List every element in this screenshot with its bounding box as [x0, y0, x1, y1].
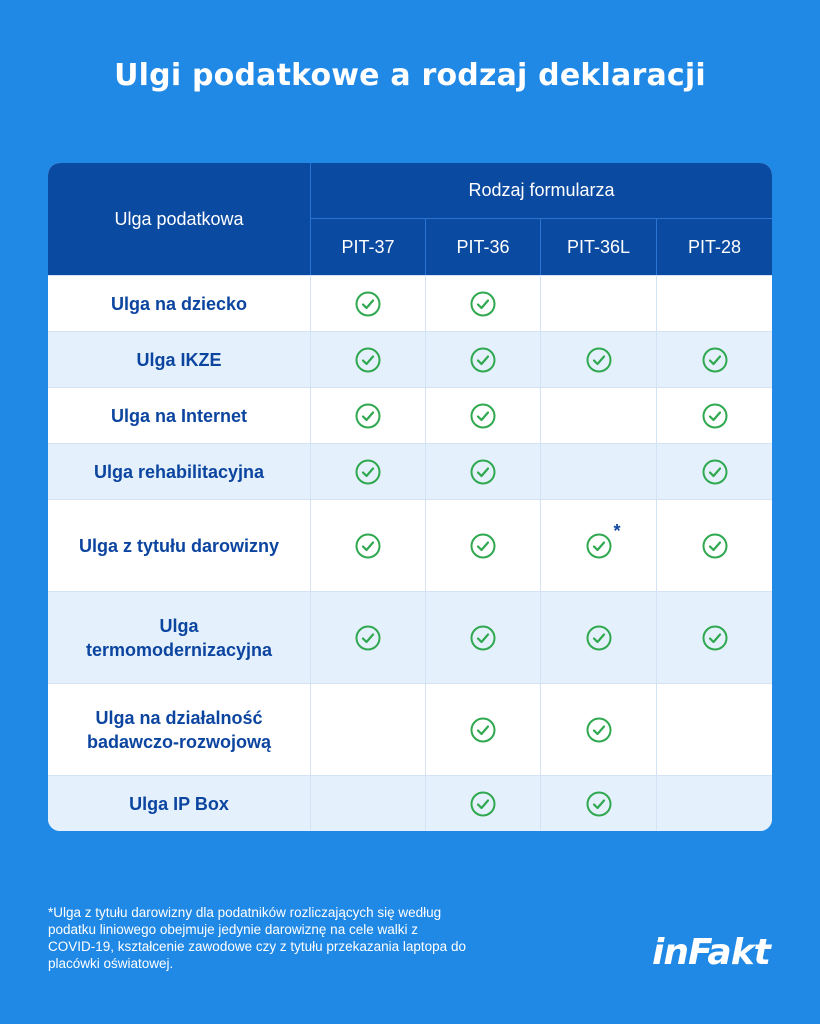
check-circle-icon	[586, 625, 612, 651]
table-cell	[656, 776, 772, 831]
table-cell	[540, 388, 656, 443]
column-header-pit-36l: PIT-36L	[540, 219, 656, 275]
relief-name: Ulga na działalność badawczo-rozwojową	[86, 707, 272, 752]
table-row: Ulga IKZE	[48, 331, 772, 387]
table-row: Ulga na Internet	[48, 387, 772, 443]
table-cell	[310, 332, 425, 387]
check-circle-icon	[702, 347, 728, 373]
page-title: Ulgi podatkowe a rodzaj deklaracji	[114, 58, 706, 93]
column-header-pit-37: PIT-37	[310, 219, 425, 275]
column-header-pit-36: PIT-36	[425, 219, 540, 275]
check-circle-icon	[470, 347, 496, 373]
table-row: Ulga termomodernizacyjna	[48, 591, 772, 683]
relief-name: Ulga termomodernizacyjna	[85, 615, 273, 660]
check-circle-icon	[586, 791, 612, 817]
check-circle-icon	[702, 625, 728, 651]
relief-name: Ulga na dziecko	[110, 293, 248, 314]
corner-header: Ulga podatkowa	[48, 163, 310, 275]
table-cell	[425, 388, 540, 443]
check-circle-icon	[586, 347, 612, 373]
check-circle-icon	[355, 291, 381, 317]
table-cell	[310, 776, 425, 831]
column-header-pit-28: PIT-28	[656, 219, 772, 275]
check-circle-icon	[470, 717, 496, 743]
table-cell	[656, 500, 772, 591]
check-circle-icon	[470, 533, 496, 559]
table-cell	[425, 444, 540, 499]
table-cell	[656, 592, 772, 683]
table-cell	[540, 276, 656, 331]
check-circle-icon	[702, 533, 728, 559]
footnote-marker: *	[613, 520, 621, 541]
table-cell	[540, 776, 656, 831]
table-cell: *	[540, 500, 656, 591]
check-circle-icon: *	[586, 521, 621, 559]
table-cell	[656, 332, 772, 387]
relief-name: Ulga IKZE	[136, 349, 222, 370]
relief-name: Ulga rehabilitacyjna	[93, 461, 265, 482]
check-circle-icon	[470, 791, 496, 817]
table-cell	[310, 276, 425, 331]
check-circle-icon	[470, 403, 496, 429]
table-cell	[540, 684, 656, 775]
table-cell	[540, 592, 656, 683]
check-circle-icon	[355, 347, 381, 373]
footnote: *Ulga z tytułu darowizny dla podatników …	[48, 905, 466, 971]
table-cell	[656, 684, 772, 775]
table-cell	[656, 388, 772, 443]
table-row: Ulga IP Box	[48, 775, 772, 831]
table-row: Ulga na działalność badawczo-rozwojową	[48, 683, 772, 775]
check-circle-icon	[702, 403, 728, 429]
form-type-header: Rodzaj formularza	[310, 163, 772, 219]
check-circle-icon	[355, 625, 381, 651]
relief-name: Ulga na Internet	[110, 405, 248, 426]
table-cell	[310, 444, 425, 499]
check-circle-icon	[470, 459, 496, 485]
check-circle-icon	[702, 459, 728, 485]
check-circle-icon	[470, 291, 496, 317]
check-circle-icon	[355, 403, 381, 429]
tax-relief-table: Ulga podatkowa Rodzaj formularza PIT-37 …	[48, 163, 772, 831]
check-circle-icon	[470, 625, 496, 651]
table-cell	[310, 388, 425, 443]
table-cell	[540, 444, 656, 499]
check-circle-icon	[355, 459, 381, 485]
table-cell	[425, 684, 540, 775]
table-cell	[310, 684, 425, 775]
table-cell	[425, 776, 540, 831]
table-cell	[425, 592, 540, 683]
infakt-logo: inFakt	[652, 932, 771, 973]
table-row: Ulga na dziecko	[48, 275, 772, 331]
table-cell	[425, 500, 540, 591]
table-row: Ulga rehabilitacyjna	[48, 443, 772, 499]
table-cell	[425, 276, 540, 331]
table-cell	[540, 332, 656, 387]
table-cell	[425, 332, 540, 387]
table-cell	[310, 592, 425, 683]
check-circle-icon	[355, 533, 381, 559]
check-circle-icon	[586, 717, 612, 743]
relief-name: Ulga z tytułu darowizny	[78, 535, 279, 556]
relief-name: Ulga IP Box	[129, 793, 229, 814]
table-cell	[656, 444, 772, 499]
table-row: Ulga z tytułu darowizny *	[48, 499, 772, 591]
table-cell	[656, 276, 772, 331]
table-cell	[310, 500, 425, 591]
